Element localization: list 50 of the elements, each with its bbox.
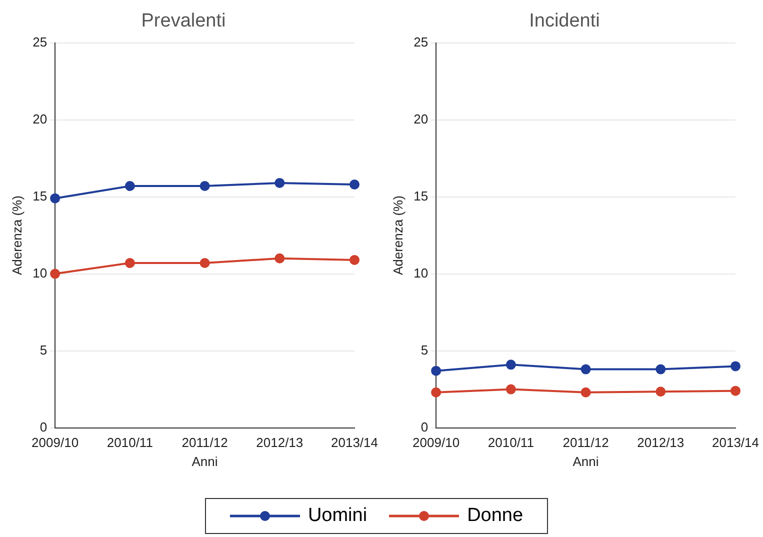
point — [350, 254, 360, 265]
y-tick-label: 20 — [32, 111, 48, 126]
point — [124, 181, 135, 192]
point — [431, 366, 442, 376]
point — [730, 386, 741, 396]
point — [50, 268, 60, 279]
chart-title: Prevalenti — [141, 10, 226, 32]
point — [656, 364, 666, 374]
point — [200, 258, 210, 268]
y-tick-label: 10 — [414, 265, 428, 280]
x-tick-label: 2013/14 — [331, 435, 378, 450]
point — [274, 178, 285, 188]
x-tick-label: 2013/14 — [712, 435, 760, 450]
point — [506, 384, 516, 394]
legend-label: Donne — [467, 505, 524, 527]
point — [580, 364, 591, 374]
x-axis-title: Anni — [572, 454, 599, 469]
x-tick-label: 2010/11 — [106, 435, 153, 450]
y-tick-label: 15 — [32, 188, 48, 204]
point — [506, 360, 516, 370]
x-axis-title: Anni — [192, 454, 218, 469]
x-tick-label: 2012/13 — [637, 435, 684, 450]
point — [50, 193, 60, 204]
point — [350, 179, 360, 190]
y-axis-title: Aderenza (%) — [390, 196, 406, 276]
y-tick-label: 0 — [40, 419, 48, 434]
x-tick-label: 2010/11 — [488, 435, 534, 450]
y-tick-label: 10 — [32, 265, 48, 280]
point — [656, 386, 666, 397]
y-tick-label: 25 — [414, 34, 428, 50]
y-tick-label: 0 — [420, 419, 428, 434]
point — [580, 387, 591, 398]
y-tick-label: 25 — [32, 34, 48, 50]
point — [730, 361, 741, 372]
legend-label: Uomini — [308, 505, 368, 527]
y-tick-label: 15 — [414, 188, 428, 204]
x-tick-label: 2011/12 — [182, 435, 228, 450]
point — [274, 253, 285, 264]
point — [431, 387, 442, 398]
x-tick-label: 2009/10 — [32, 435, 79, 450]
y-tick-label: 5 — [40, 342, 48, 358]
point — [124, 258, 135, 268]
x-tick-label: 2011/12 — [562, 435, 609, 450]
y-axis-title: Aderenza (%) — [9, 196, 24, 276]
y-tick-label: 5 — [420, 342, 428, 358]
x-tick-label: 2012/13 — [256, 435, 304, 450]
y-tick-label: 20 — [414, 111, 428, 126]
x-tick-label: 2009/10 — [412, 435, 460, 450]
point — [200, 181, 210, 192]
chart-title: Incidenti — [529, 10, 600, 32]
